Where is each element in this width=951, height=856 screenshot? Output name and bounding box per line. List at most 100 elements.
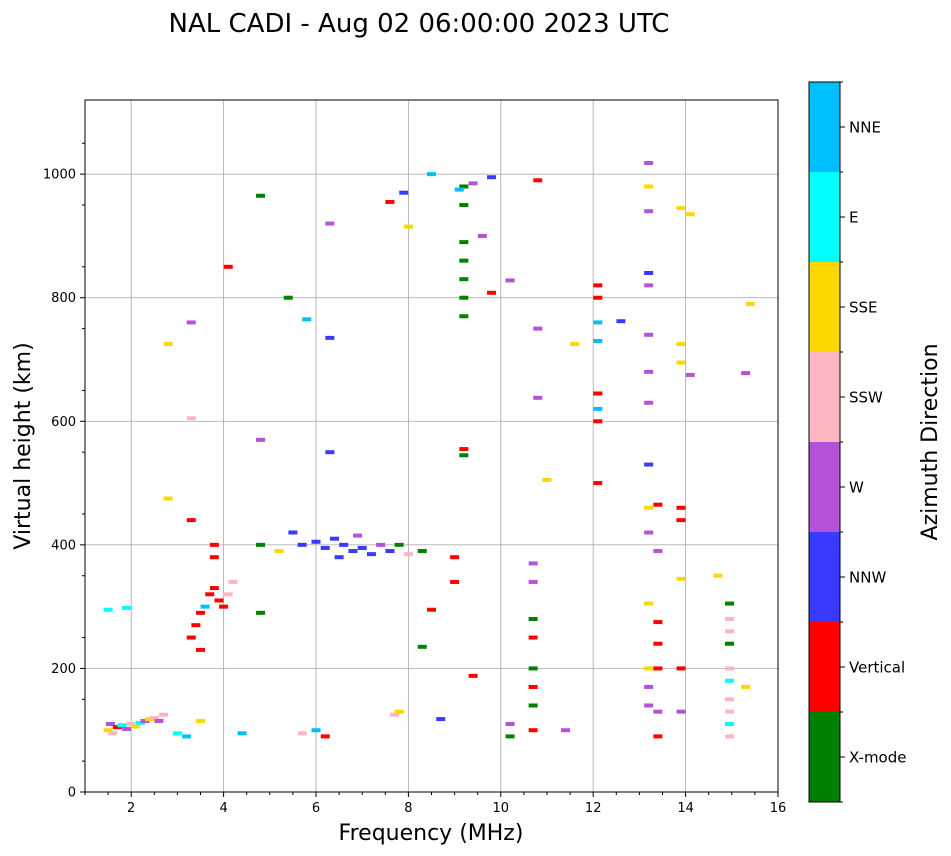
data-point-40 [320, 545, 330, 550]
data-point-10 [145, 717, 155, 722]
data-point-156 [325, 450, 335, 455]
data-point-4 [117, 723, 127, 728]
colorbar-title: Azimuth Direction [918, 343, 943, 540]
data-point-97 [593, 283, 603, 288]
data-point-72 [459, 184, 469, 189]
data-point-157 [533, 395, 543, 400]
y-tick-label-2: 400 [51, 538, 76, 553]
data-point-101 [644, 666, 654, 671]
y-axis-ticks: 0 200 400 600 800 1000 [43, 142, 85, 801]
data-point-35 [256, 542, 266, 547]
data-point-74 [477, 233, 487, 238]
data-point-49 [385, 549, 395, 554]
data-point-163 [302, 317, 312, 322]
data-point-19 [186, 635, 196, 640]
data-point-133 [724, 722, 734, 727]
colorbar-label-ssw: SSW [849, 389, 883, 407]
grid-lines [85, 100, 778, 792]
data-point-106 [644, 400, 654, 405]
data-point-30 [209, 542, 219, 547]
data-point-28 [228, 579, 238, 584]
data-point-148 [325, 221, 335, 226]
data-point-7 [131, 724, 141, 729]
data-point-31 [196, 647, 205, 652]
data-point-54 [311, 728, 321, 733]
data-point-135 [724, 697, 734, 702]
data-point-122 [676, 666, 686, 671]
colorbar-label-nnw: NNW [849, 569, 886, 587]
data-point-107 [644, 369, 654, 374]
data-point-123 [676, 576, 686, 581]
data-point-48 [376, 542, 386, 547]
y-tick-label-0: 0 [68, 786, 76, 801]
data-point-38 [297, 542, 307, 547]
data-point-108 [644, 332, 654, 337]
data-point-67 [459, 295, 469, 300]
data-point-102 [644, 601, 654, 606]
data-point-119 [653, 549, 663, 554]
data-point-105 [644, 462, 654, 467]
data-point-43 [339, 542, 349, 547]
y-tick-label-5: 1000 [43, 168, 76, 183]
data-point-32 [186, 518, 196, 523]
data-point-145 [223, 264, 233, 269]
data-point-77 [427, 172, 436, 177]
data-point-68 [459, 277, 469, 282]
data-point-137 [724, 666, 734, 671]
y-tick-label-4: 800 [51, 291, 76, 306]
data-point-158 [533, 326, 543, 331]
colorbar-swatch-nnw [809, 532, 840, 622]
x-tick-label-2: 6 [312, 801, 320, 816]
data-point-33 [237, 731, 247, 736]
plot-frame [84, 99, 779, 793]
x-tick-label-5: 12 [585, 801, 602, 816]
data-point-71 [459, 203, 469, 208]
data-point-22 [200, 604, 210, 609]
data-point-111 [644, 209, 654, 214]
data-point-29 [209, 555, 219, 560]
data-point-86 [528, 579, 538, 584]
data-point-151 [399, 190, 409, 195]
data-point-78 [505, 734, 515, 739]
data-point-80 [528, 728, 538, 733]
colorbar-label-e: E [849, 209, 858, 227]
data-point-91 [593, 419, 603, 424]
data-point-47 [366, 552, 376, 557]
data-point-85 [528, 617, 538, 621]
data-point-118 [653, 620, 663, 625]
data-point-87 [528, 561, 538, 566]
y-axis-label: Virtual height (km) [11, 342, 36, 549]
data-point-6 [126, 722, 136, 727]
data-point-51 [403, 552, 413, 557]
x-tick-label-6: 14 [677, 801, 694, 816]
data-point-27 [223, 592, 233, 597]
data-point-153 [186, 416, 196, 421]
data-point-73 [468, 181, 478, 186]
data-point-8 [135, 720, 145, 725]
data-point-84 [528, 635, 538, 640]
data-point-15 [122, 605, 132, 610]
data-point-88 [560, 728, 570, 733]
colorbar-frame [808, 81, 841, 803]
data-point-154 [186, 320, 196, 325]
data-point-55 [297, 731, 307, 736]
data-point-129 [685, 212, 695, 217]
data-point-36 [274, 549, 284, 554]
data-point-46 [357, 545, 367, 550]
y-tick-label-1: 200 [51, 662, 76, 677]
data-point-56 [390, 712, 400, 717]
data-point-121 [676, 709, 686, 714]
data-point-21 [196, 610, 205, 615]
data-point-5 [122, 726, 132, 731]
y-tick-label-3: 600 [51, 415, 76, 430]
colorbar-label-x-mode: X-mode [849, 749, 906, 767]
data-point-2 [108, 731, 118, 736]
x-axis-label: Frequency (MHz) [339, 821, 524, 846]
data-point-155 [256, 437, 266, 442]
data-point-70 [459, 240, 469, 245]
data-point-1 [105, 722, 115, 727]
data-point-75 [487, 175, 497, 180]
data-point-159 [542, 477, 552, 482]
colorbar-swatch-vertical [809, 622, 840, 712]
data-point-94 [593, 338, 603, 343]
